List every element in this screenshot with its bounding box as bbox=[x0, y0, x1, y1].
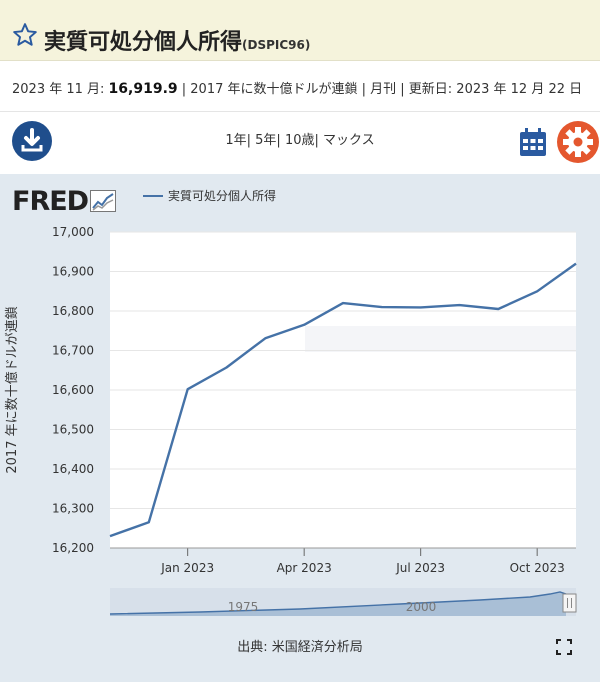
range-selector: 1年| 5年| 10歳| マックス bbox=[225, 133, 375, 148]
x-tick-label: Apr 2023 bbox=[277, 561, 332, 575]
y-tick-label: 16,400 bbox=[52, 462, 94, 476]
series-code: (DSPIC96) bbox=[242, 38, 311, 52]
navigator-label-2000: 2000 bbox=[406, 600, 437, 614]
navigator-handle[interactable] bbox=[562, 593, 577, 613]
y-tick-label: 16,800 bbox=[52, 304, 94, 318]
series-line bbox=[109, 262, 577, 538]
page-title: 実質可処分個人所得(DSPIC96) bbox=[44, 30, 311, 55]
y-tick-label: 16,700 bbox=[52, 344, 94, 358]
y-axis-label: 2017 年に数十億ドルが連鎖 bbox=[4, 306, 20, 473]
legend-label: 実質可処分個人所得 bbox=[168, 189, 277, 203]
fred-graph-icon bbox=[90, 190, 117, 212]
x-tick-label: Jul 2023 bbox=[395, 561, 445, 575]
download-icon bbox=[21, 128, 43, 152]
recession-shade bbox=[305, 326, 576, 352]
fred-logo: FRED bbox=[12, 186, 117, 217]
star-icon[interactable] bbox=[12, 22, 38, 48]
range-1y[interactable]: 1年 bbox=[225, 133, 247, 148]
toolbar: 1年| 5年| 10歳| マックス bbox=[0, 112, 600, 174]
series-info: 2023 年 11 月: 16,919.9 | 2017 年に数十億ドルが連鎖 … bbox=[0, 61, 600, 112]
y-tick-label: 16,600 bbox=[52, 383, 94, 397]
range-max[interactable]: マックス bbox=[323, 133, 375, 148]
legend-swatch bbox=[143, 195, 163, 197]
y-tick-label: 16,300 bbox=[52, 502, 94, 516]
calendar-icon[interactable] bbox=[519, 127, 547, 157]
source-note: 出典: 米国経済分析局 bbox=[237, 640, 363, 655]
x-tick-label: Oct 2023 bbox=[510, 561, 565, 575]
range-navigator[interactable]: 1975 2000 bbox=[109, 588, 577, 616]
gear-icon[interactable] bbox=[556, 120, 600, 164]
y-tick-label: 16,200 bbox=[52, 541, 94, 555]
x-tick-label: Jan 2023 bbox=[160, 561, 214, 575]
y-tick-label: 16,500 bbox=[52, 423, 94, 437]
fullscreen-icon[interactable] bbox=[556, 639, 572, 655]
range-10y[interactable]: 10歳 bbox=[284, 133, 315, 148]
y-tick-label: 16,900 bbox=[52, 265, 94, 279]
info-rest: | 2017 年に数十億ドルが連鎖 | 月刊 | 更新日: 2023 年 12 … bbox=[177, 82, 583, 97]
info-value: 16,919.9 bbox=[108, 81, 178, 97]
download-button[interactable] bbox=[12, 121, 52, 161]
y-tick-label: 17,000 bbox=[52, 225, 94, 239]
navigator-label-1975: 1975 bbox=[228, 600, 259, 614]
series-info-text: 2023 年 11 月: 16,919.9 | 2017 年に数十億ドルが連鎖 … bbox=[12, 78, 582, 97]
title-bar: 実質可処分個人所得(DSPIC96) bbox=[0, 0, 600, 61]
range-5y[interactable]: 5年 bbox=[255, 133, 277, 148]
info-period: 2023 年 11 月: bbox=[12, 82, 109, 97]
